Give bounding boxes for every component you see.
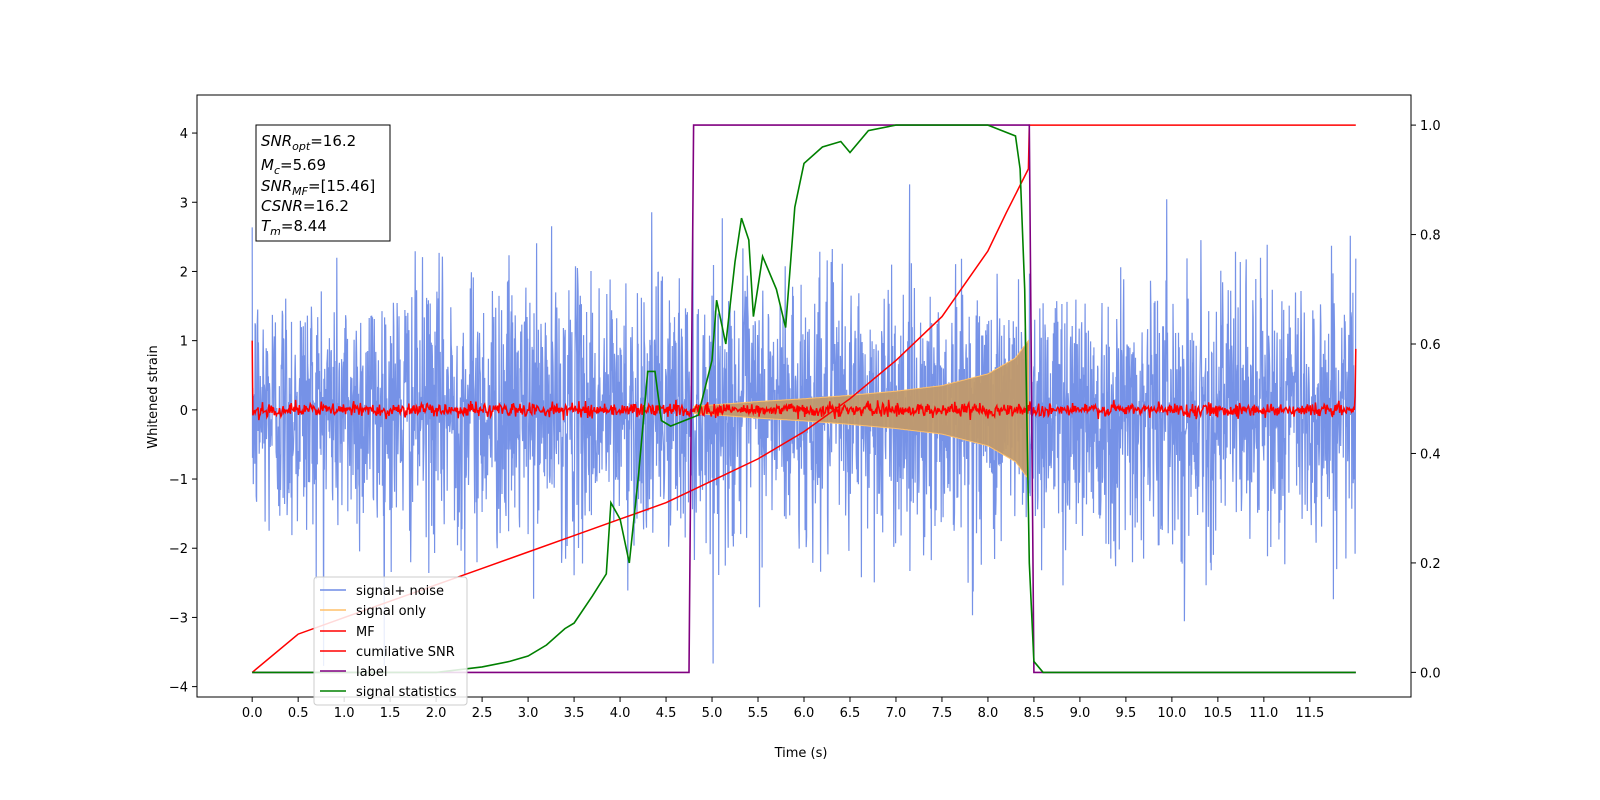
x-tick-label: 4.0 xyxy=(610,706,631,721)
x-tick-label: 0.0 xyxy=(242,706,263,721)
legend-label: cumilative SNR xyxy=(356,645,455,660)
y2-tick-label: 0.2 xyxy=(1420,557,1441,572)
legend-item-signal-only: signal only xyxy=(320,604,426,619)
y2-tick-label: 0.4 xyxy=(1420,447,1441,462)
x-tick-label: 4.5 xyxy=(656,706,677,721)
y-tick-label: 0 xyxy=(180,404,188,419)
legend-item-signal-noise: signal+ noise xyxy=(320,584,444,599)
x-tick-label: 6.0 xyxy=(794,706,815,721)
x-tick-label: 9.0 xyxy=(1070,706,1091,721)
plot-area xyxy=(251,124,1357,674)
y-tick-label: 4 xyxy=(180,127,188,142)
legend-item-mf: MF xyxy=(320,625,375,640)
info-line-csnr: CSNR=16.2 xyxy=(261,197,349,215)
y2-tick-label: 1.0 xyxy=(1420,119,1441,134)
legend-item-label: label xyxy=(320,665,387,680)
legend-item-cumulative-snr: cumilative SNR xyxy=(320,645,455,660)
x-tick-label: 6.5 xyxy=(840,706,861,721)
x-tick-label: 9.5 xyxy=(1116,706,1137,721)
x-tick-label: 7.5 xyxy=(932,706,953,721)
x-tick-label: 10.5 xyxy=(1203,706,1232,721)
legend-label: MF xyxy=(356,625,375,640)
legend-label: label xyxy=(356,665,387,680)
y-axis-label: Whitened strain xyxy=(146,345,161,448)
x-axis-label: Time (s) xyxy=(774,746,828,761)
x-tick-label: 1.0 xyxy=(334,706,355,721)
x-tick-label: 5.5 xyxy=(748,706,769,721)
x-tick-label: 8.0 xyxy=(978,706,999,721)
y2-tick-label: 0.8 xyxy=(1420,229,1441,244)
info-line-tm: Tm=8.44 xyxy=(261,217,327,238)
x-tick-label: 5.0 xyxy=(702,706,723,721)
info-line-mc: Mc=5.69 xyxy=(261,156,326,177)
legend-item-signal-statistics: signal statistics xyxy=(320,685,457,700)
x-tick-label: 8.5 xyxy=(1024,706,1045,721)
x-tick-label: 3.0 xyxy=(518,706,539,721)
series-mf xyxy=(251,340,1357,421)
x-tick-label: 10.0 xyxy=(1157,706,1186,721)
series-signal-statistics xyxy=(252,124,1356,674)
legend-label: signal statistics xyxy=(356,685,457,700)
y-tick-label: −2 xyxy=(169,542,188,557)
x-tick-label: 2.5 xyxy=(472,706,493,721)
x-tick-label: 1.5 xyxy=(380,706,401,721)
axes: 0.0 0.5 1.0 1.5 2.0 2.5 3.0 3.5 4.0 4.5 5.0 5.5 6.0 6… xyxy=(169,94,1441,721)
y-tick-label: 2 xyxy=(180,265,188,280)
x-tick-label: 11.0 xyxy=(1249,706,1278,721)
y-tick-label: 1 xyxy=(180,335,188,350)
y-tick-label: −1 xyxy=(169,473,188,488)
y2-tick-label: 0.0 xyxy=(1420,666,1441,681)
x-tick-label: 11.5 xyxy=(1295,706,1324,721)
y-tick-label: −3 xyxy=(169,611,188,626)
series-signal-noise xyxy=(251,184,1357,666)
info-line-snr-opt: SNRopt=16.2 xyxy=(261,132,356,153)
x-tick-label: 0.5 xyxy=(288,706,309,721)
y-tick-label: 3 xyxy=(180,196,188,211)
y-tick-label: −4 xyxy=(169,681,188,696)
legend-label: signal only xyxy=(356,604,426,619)
info-box: SNRopt=16.2 Mc=5.69 SNRMF=[15.46] CSNR=1… xyxy=(255,124,391,242)
info-line-snr-mf: SNRMF=[15.46] xyxy=(261,177,375,198)
legend: signal+ noise signal only MF cumilative … xyxy=(313,576,468,706)
x-tick-label: 2.0 xyxy=(426,706,447,721)
y2-tick-label: 0.6 xyxy=(1420,338,1441,353)
x-tick-label: 7.0 xyxy=(886,706,907,721)
legend-label: signal+ noise xyxy=(356,584,444,599)
x-tick-label: 3.5 xyxy=(564,706,585,721)
